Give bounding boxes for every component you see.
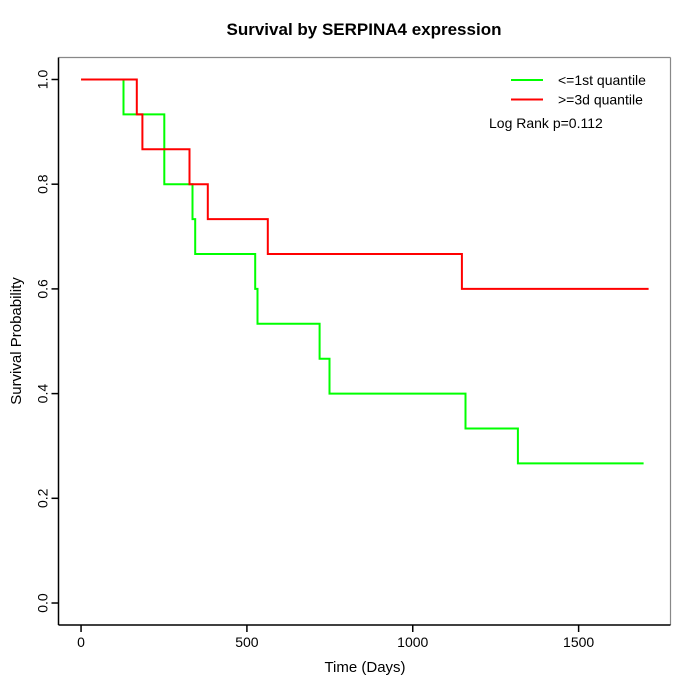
x-tick-label: 1500	[563, 634, 594, 650]
y-axis: 0.0 0.2 0.4 0.6 0.8 1.0	[35, 70, 59, 613]
legend-label-high: >=3d quantile	[558, 92, 643, 108]
y-tick-label: 1.0	[35, 70, 51, 90]
y-tick-label: 0.2	[35, 488, 51, 508]
km-curve-low-expression	[81, 78, 644, 465]
x-tick-label: 1000	[397, 634, 428, 650]
logrank-note: Log Rank p=0.112	[489, 115, 603, 131]
y-tick-label: 0.0	[35, 593, 51, 613]
y-tick-label: 0.8	[35, 174, 51, 194]
plot-title: Survival by SERPINA4 expression	[227, 20, 502, 39]
legend-label-low: <=1st quantile	[558, 72, 646, 88]
y-tick-label: 0.6	[35, 279, 51, 299]
legend: <=1st quantile >=3d quantile	[511, 72, 646, 108]
y-tick-label: 0.4	[35, 384, 51, 404]
x-axis: 0 500 1000 1500	[77, 625, 594, 650]
x-tick-label: 0	[77, 634, 85, 650]
survival-curves	[81, 78, 649, 465]
plot-box	[57, 56, 672, 626]
x-tick-label: 500	[235, 634, 259, 650]
y-axis-title: Survival Probability	[8, 277, 25, 405]
km-curve-high-expression	[81, 78, 649, 290]
x-axis-title: Time (Days)	[324, 659, 405, 676]
